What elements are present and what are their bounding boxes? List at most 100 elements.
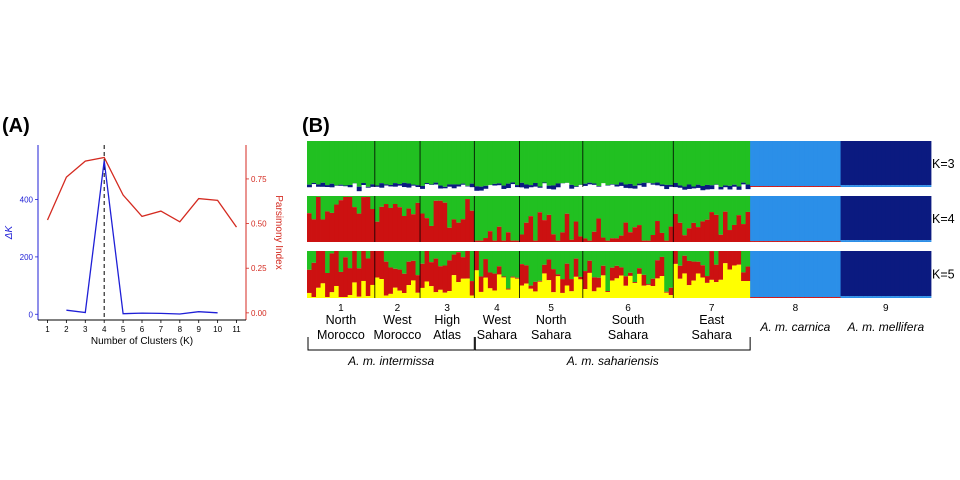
ancestry-bar-segment — [808, 141, 814, 187]
ancestry-bar-segment — [863, 185, 869, 187]
ancestry-bar-segment — [338, 297, 344, 298]
ancestry-bar-segment — [438, 196, 444, 201]
ancestry-bar-segment — [849, 240, 855, 242]
ancestry-bar-segment — [926, 296, 932, 298]
ancestry-bar-segment — [614, 238, 620, 242]
ancestry-bar-segment — [474, 186, 480, 191]
ancestry-bar-segment — [487, 288, 493, 298]
ancestry-bar-segment — [605, 196, 611, 241]
ancestry-bar-segment — [311, 297, 317, 298]
ancestry-bar-segment — [555, 251, 561, 275]
ancestry-bar-segment — [659, 184, 665, 187]
ancestry-bar-segment — [854, 185, 860, 187]
ancestry-bar-segment — [397, 290, 403, 298]
ancestry-bar-segment — [772, 297, 778, 298]
ancestry-bar-segment — [569, 239, 575, 242]
ancestry-bar-segment — [641, 251, 647, 275]
ancestry-bar-segment — [668, 226, 674, 242]
ancestry-bar-segment — [533, 196, 539, 241]
ancestry-bar-segment — [858, 196, 864, 241]
ancestry-bar-segment — [804, 141, 810, 187]
ancestry-bar-segment — [510, 182, 516, 185]
ancestry-bar-segment — [392, 268, 398, 288]
ancestry-bar-segment — [836, 196, 841, 242]
ancestry-bar-segment — [429, 196, 435, 226]
ancestry-bar-segment — [600, 237, 606, 242]
ancestry-bar-segment — [926, 240, 932, 242]
ancestry-bar-segment — [655, 221, 661, 242]
ancestry-bar-segment — [311, 262, 317, 298]
ancestry-bar-segment — [754, 186, 760, 187]
ancestry-bar-segment — [768, 251, 774, 298]
ancestry-bar-segment — [668, 196, 674, 227]
left-y-tick-label: 400 — [20, 196, 34, 205]
ancestry-bar-segment — [831, 141, 837, 187]
ancestry-bar-segment — [903, 141, 909, 186]
ancestry-bar-segment — [370, 141, 376, 185]
ancestry-bar-segment — [876, 240, 882, 242]
ancestry-bar-segment — [533, 182, 539, 187]
ancestry-bar-segment — [528, 288, 534, 298]
ancestry-bar-segment — [515, 141, 520, 186]
ancestry-bar-segment — [343, 297, 349, 298]
ancestry-bar-segment — [723, 211, 728, 242]
ancestry-bar-segment — [795, 186, 801, 187]
ancestry-bar-segment — [677, 278, 683, 298]
ancestry-bar-segment — [605, 291, 611, 292]
ancestry-bar-segment — [447, 227, 453, 242]
ancestry-bar-segment — [628, 141, 633, 184]
ancestry-bar-segment — [686, 196, 692, 229]
ancestry-bar-segment — [411, 141, 416, 185]
ancestry-bar-segment — [587, 141, 593, 183]
ancestry-bar-segment — [605, 141, 611, 186]
ancestry-bar-segment — [325, 273, 331, 298]
ancestry-bar-segment — [542, 251, 548, 265]
ancestry-bar-segment — [795, 297, 801, 298]
ancestry-bar-segment — [736, 196, 742, 216]
ancestry-bar-segment — [614, 251, 620, 266]
ancestry-bar-segment — [334, 251, 340, 286]
ancestry-bar-segment — [564, 213, 570, 242]
ancestry-bar-segment — [524, 184, 529, 189]
ancestry-bar-segment — [392, 183, 398, 187]
ancestry-bar-segment — [487, 141, 493, 185]
ancestry-bar-segment — [451, 275, 457, 298]
ancestry-bar-segment — [845, 185, 851, 187]
ancestry-bar-segment — [894, 141, 900, 186]
ancestry-bar-segment — [542, 196, 548, 221]
ancestry-bar-segment — [926, 196, 932, 241]
ancestry-bar-segment — [682, 273, 688, 298]
ancestry-bar-segment — [546, 259, 552, 281]
ancestry-bar-segment — [894, 185, 900, 187]
ancestry-bar-segment — [890, 296, 896, 298]
ancestry-bar-segment — [623, 222, 629, 242]
ancestry-bar-segment — [741, 272, 747, 281]
ancestry-bar-segment — [899, 240, 905, 242]
ancestry-bar-segment — [836, 141, 841, 187]
delta-k-parsimony-chart: 1 2 3 4 5 6 7 8 9 10 11 0 200 400 0.00 0.25 0.50 0.75 ΔK Pa… — [4, 145, 284, 347]
ancestry-bar-segment — [582, 196, 588, 239]
ancestry-bar-segment — [754, 297, 760, 298]
ancestry-bar-segment — [388, 267, 394, 294]
ancestry-bar-segment — [429, 225, 435, 242]
ancestry-bar-segment — [673, 141, 679, 183]
ancestry-bar-segment — [415, 275, 421, 293]
ancestry-bar-segment — [483, 238, 489, 242]
ancestry-bar-segment — [614, 141, 620, 185]
ancestry-bar-segment — [478, 186, 484, 191]
ancestry-bar-segment — [903, 185, 909, 187]
ancestry-bar-segment — [411, 260, 416, 281]
ancestry-bar-segment — [695, 196, 701, 228]
ancestry-bar-segment — [682, 196, 688, 236]
ancestry-bar-segment — [325, 185, 331, 187]
ancestry-bar-segment — [492, 251, 498, 274]
ancestry-bar-segment — [379, 196, 385, 207]
ancestry-bar-segment — [505, 196, 511, 233]
ancestry-bar-segment — [433, 292, 439, 298]
ancestry-bar-segment — [637, 273, 643, 298]
ancestry-bar-segment — [316, 184, 321, 187]
ancestry-bar-segment — [374, 251, 380, 278]
ancestry-bar-segment — [528, 285, 534, 289]
ancestry-bar-segment — [912, 251, 918, 297]
ancestry-bar-segment — [307, 251, 312, 270]
